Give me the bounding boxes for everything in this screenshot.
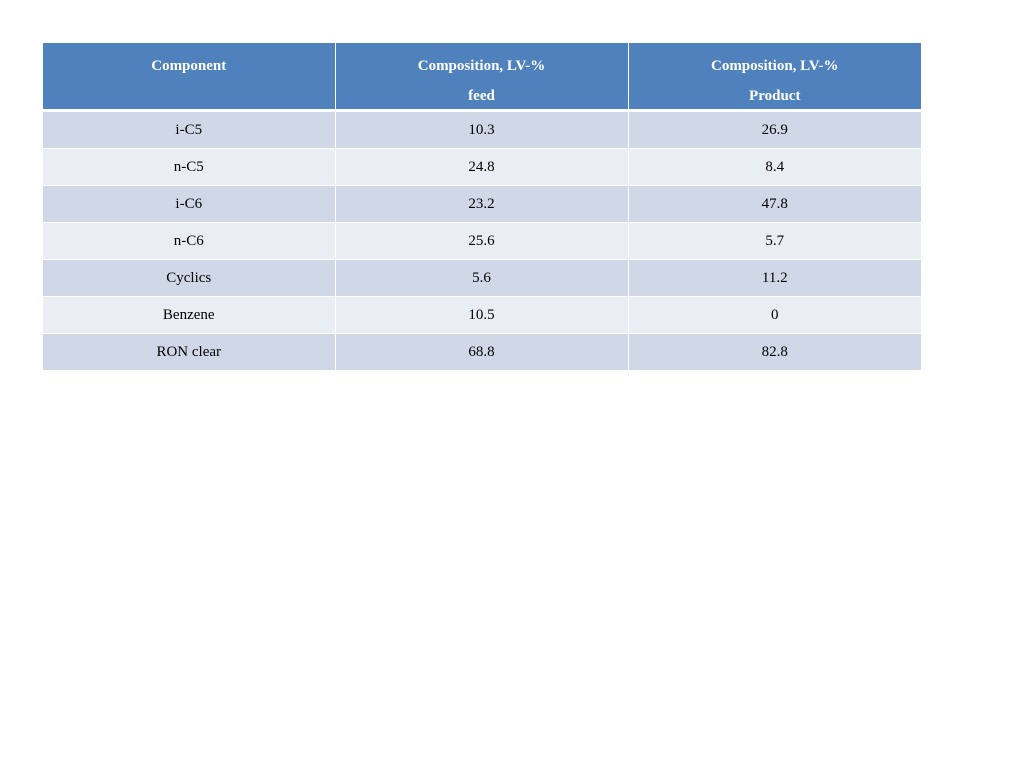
header-product-label: Composition, LV-%: [710, 58, 839, 74]
header-product: Composition, LV-% Product: [628, 43, 921, 112]
cell-product: 11.2: [628, 259, 921, 297]
header-feed: Composition, LV-% feed: [335, 43, 629, 112]
cell-product: 0: [628, 296, 921, 334]
header-product-sublabel: Product: [749, 88, 801, 104]
cell-feed: 24.8: [335, 148, 629, 186]
cell-component: RON clear: [43, 333, 336, 371]
cell-product: 47.8: [628, 185, 921, 223]
cell-product: 82.8: [628, 333, 921, 371]
header-feed-sublabel: feed: [468, 88, 495, 104]
cell-feed: 5.6: [335, 259, 629, 297]
cell-feed: 25.6: [335, 222, 629, 260]
cell-component: n-C5: [43, 148, 336, 186]
table-row: RON clear 68.8 82.8: [43, 333, 921, 371]
header-component-sublabel: [43, 75, 335, 87]
header-component-label: Component: [151, 58, 227, 74]
cell-component: i-C5: [43, 110, 336, 149]
table-row: i-C5 10.3 26.9: [43, 110, 921, 149]
cell-component: Benzene: [43, 296, 336, 334]
table-row: i-C6 23.2 47.8: [43, 185, 921, 223]
cell-feed: 10.5: [335, 296, 629, 334]
cell-feed: 10.3: [335, 110, 629, 149]
table-row: Benzene 10.5 0: [43, 296, 921, 334]
cell-component: n-C6: [43, 222, 336, 260]
header-component: Component: [43, 43, 336, 112]
table-row: Cyclics 5.6 11.2: [43, 259, 921, 297]
cell-feed: 68.8: [335, 333, 629, 371]
cell-product: 8.4: [628, 148, 921, 186]
header-row: Component Composition, LV-% feed Composi…: [43, 43, 921, 112]
cell-product: 26.9: [628, 110, 921, 149]
cell-component: Cyclics: [43, 259, 336, 297]
table-row: n-C5 24.8 8.4: [43, 148, 921, 186]
composition-table-container: Component Composition, LV-% feed Composi…: [43, 43, 921, 371]
table-row: n-C6 25.6 5.7: [43, 222, 921, 260]
table-body: i-C5 10.3 26.9 n-C5 24.8 8.4 i-C6 23.2 4…: [43, 110, 921, 371]
composition-table: Component Composition, LV-% feed Composi…: [43, 43, 921, 371]
header-feed-label: Composition, LV-%: [417, 58, 546, 74]
cell-product: 5.7: [628, 222, 921, 260]
table-header: Component Composition, LV-% feed Composi…: [43, 43, 921, 112]
cell-component: i-C6: [43, 185, 336, 223]
cell-feed: 23.2: [335, 185, 629, 223]
